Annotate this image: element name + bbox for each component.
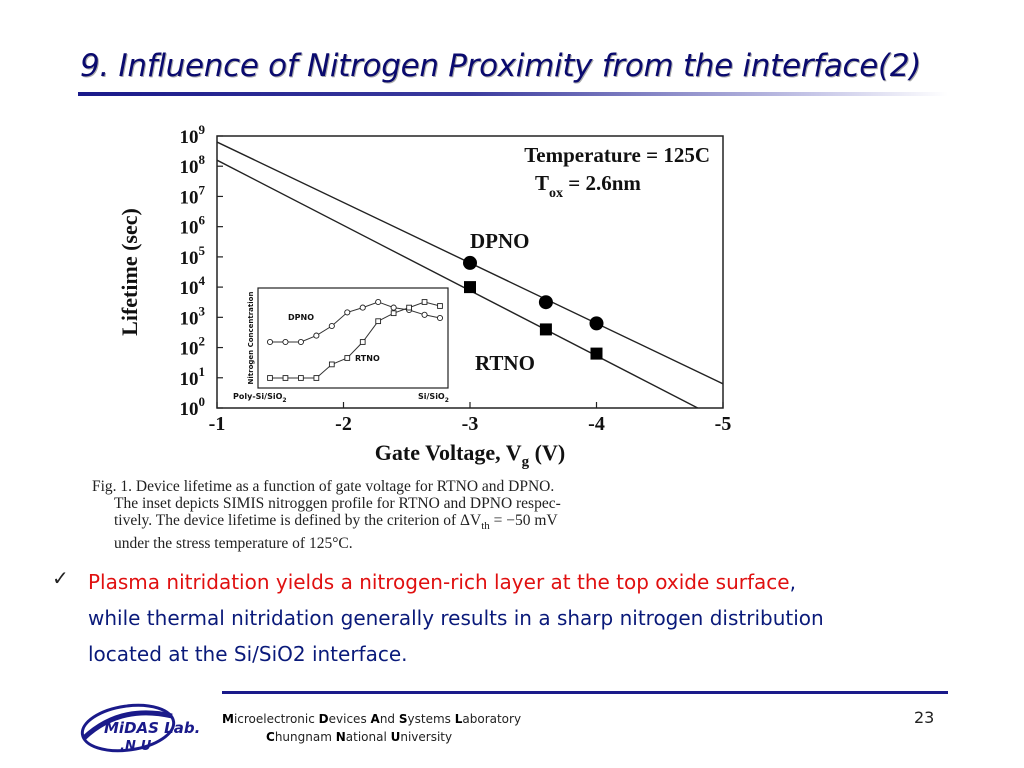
logo-text-1: MiDAS Lab. (104, 719, 200, 737)
x-tick-label: -1 (209, 413, 226, 435)
fit-line-rtno (217, 159, 699, 408)
inset-point-dpno (297, 338, 304, 346)
temperature-annotation: Temperature = 125C (524, 143, 710, 167)
x-tick-label: -3 (462, 413, 479, 435)
inset-point-dpno (375, 298, 382, 306)
inset-point-rtno (344, 355, 351, 361)
inset-point-rtno (313, 375, 320, 381)
x-axis-label: Gate Voltage, Vg (V) (375, 440, 565, 470)
inset-point-dpno (328, 322, 335, 330)
figure-caption: Fig. 1. Device lifetime as a function of… (92, 478, 772, 552)
y-tick-label: 109 (180, 122, 206, 148)
inset-point-dpno (313, 332, 320, 339)
midas-lab-logo: MiDAS Lab. .N.U (80, 703, 200, 754)
inset-point-dpno (282, 338, 289, 346)
inset-point-rtno (267, 375, 273, 381)
inset-point-rtno (390, 310, 397, 317)
y-tick-label: 100 (180, 394, 206, 420)
data-point-rtno (464, 281, 476, 294)
data-point-dpno (589, 316, 604, 331)
bullet-line-2: while thermal nitridation generally resu… (88, 606, 824, 630)
inset-point-rtno (282, 375, 289, 381)
y-tick-label: 101 (180, 364, 206, 390)
inset-point-dpno (359, 304, 366, 311)
y-tick-label: 105 (180, 243, 206, 269)
inset-point-rtno (328, 361, 335, 368)
bullet-highlight: Plasma nitridation yields a nitrogen-ric… (88, 570, 790, 594)
data-point-dpno (463, 255, 477, 270)
inset-point-dpno (421, 311, 428, 318)
title-underline (78, 92, 948, 96)
bullet-line-3: located at the Si/SiO2 interface. (88, 642, 408, 666)
checkmark-icon: ✓ (52, 566, 69, 590)
inset-point-rtno (437, 303, 443, 309)
bullet-text: Plasma nitridation yields a nitrogen-ric… (88, 564, 968, 672)
y-tick-label: 104 (180, 273, 206, 299)
lifetime-chart: -1 -2 -3 -4 -5 100 101 102 103 104 105 106 107 108 109… (117, 122, 732, 470)
data-point-rtno (539, 323, 552, 336)
y-tick-label: 108 (180, 152, 206, 178)
footer-rule (222, 691, 948, 694)
caption-line-4: under the stress temperature of 125°C. (114, 535, 353, 553)
lifetime-figure: -1 -2 -3 -4 -5 100 101 102 103 104 105 106 107 108 109… (105, 118, 765, 478)
bullet-comma: , (789, 570, 796, 594)
caption-line-2: The inset depicts SIMIS nitroggen profil… (114, 495, 561, 512)
inset-left-label: Poly-Si/SiO2 (233, 392, 287, 404)
caption-line-3: tively. The device lifetime is defined b… (92, 512, 772, 535)
inset-frame (257, 287, 449, 389)
inset-label-rtno: RTNO (355, 354, 380, 363)
caption-line-3-tail: = −50 mV (489, 512, 558, 529)
tox-annotation: Tox = 2.6nm (535, 171, 641, 201)
x-tick-label: -5 (715, 413, 732, 435)
y-tick-label: 103 (180, 303, 206, 329)
inset-point-rtno (421, 299, 428, 305)
inset-point-dpno (266, 338, 274, 346)
caption-line-1: Fig. 1. Device lifetime as a function of… (92, 478, 555, 495)
inset-point-rtno (359, 339, 366, 345)
inset-right-label: Si/SiO2 (418, 392, 449, 404)
university-name: Chungnam National University (266, 730, 453, 744)
inset-point-dpno (436, 314, 444, 322)
series-label-dpno: DPNO (470, 229, 530, 253)
y-tick-label: 106 (180, 213, 206, 239)
x-tick-label: -4 (588, 413, 605, 435)
slide-title: 9. Influence of Nitrogen Proximity from … (80, 48, 922, 84)
caption-line-3-text: tively. The device lifetime is defined b… (114, 512, 482, 529)
inset-point-rtno (375, 318, 382, 325)
data-point-dpno (538, 295, 553, 310)
caption-vth-sub: th (481, 520, 490, 533)
inset-point-dpno (344, 309, 351, 316)
y-tick-label: 102 (180, 334, 206, 360)
lab-name: Microelectronic Devices And Systems Labo… (222, 712, 522, 726)
inset-point-dpno (390, 304, 397, 311)
inset-point-rtno (298, 375, 304, 381)
inset-point-rtno (406, 304, 412, 311)
data-point-rtno (590, 347, 603, 360)
page-number: 23 (914, 708, 935, 727)
y-axis-label: Lifetime (sec) (117, 208, 142, 336)
inset-y-label: Nitrogen Concentration (247, 292, 255, 385)
y-tick-label: 107 (180, 182, 206, 208)
inset-label-dpno: DPNO (288, 313, 314, 322)
logo-text-2: .N.U (120, 739, 152, 754)
series-label-rtno: RTNO (475, 351, 535, 375)
x-tick-label: -2 (335, 413, 352, 435)
